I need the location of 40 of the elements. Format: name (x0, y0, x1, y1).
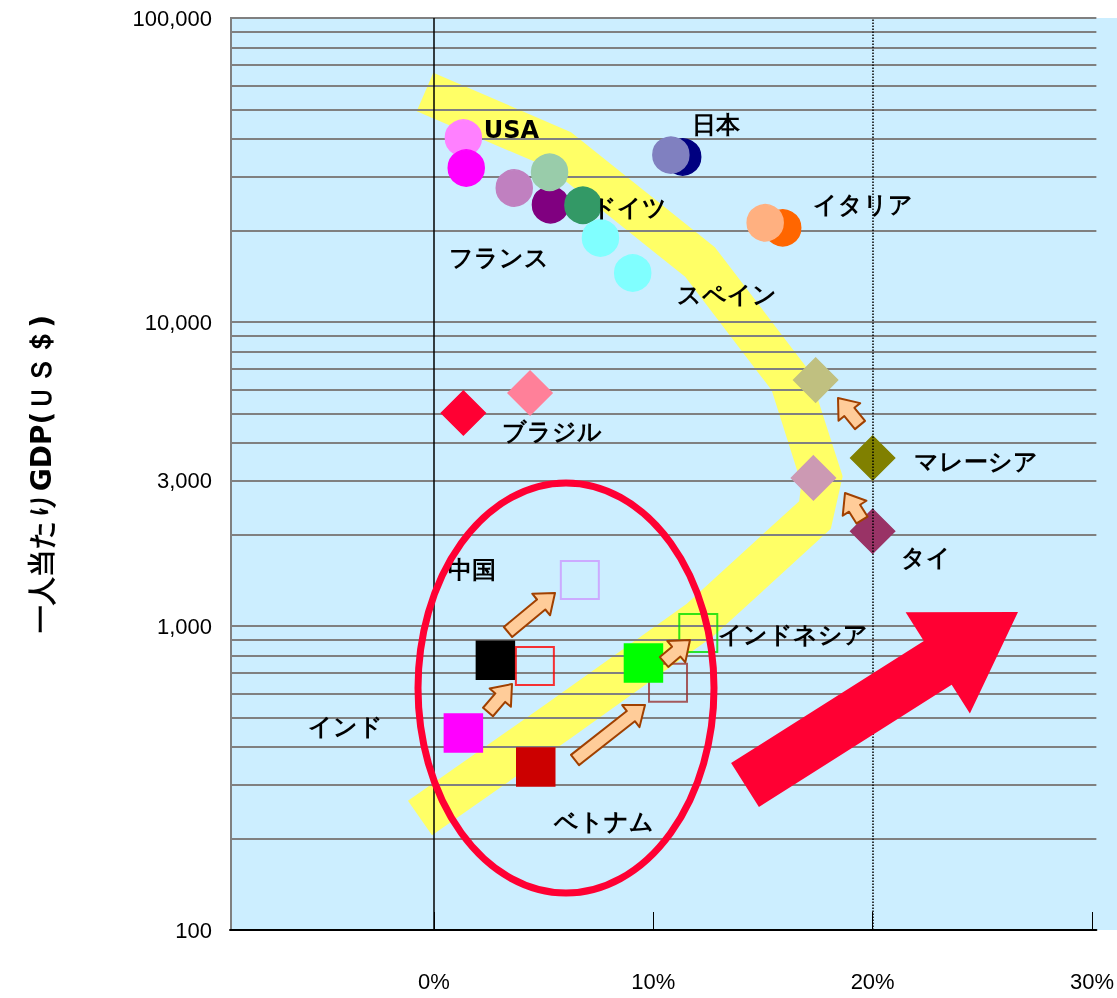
point (849, 508, 896, 554)
point (652, 136, 690, 174)
point (475, 640, 516, 680)
point (530, 153, 569, 191)
point (559, 560, 600, 601)
point (514, 646, 555, 687)
series-label: スペイン (677, 280, 778, 309)
x-tick-label: 10% (631, 968, 676, 994)
x-tick-label: 0% (418, 968, 450, 994)
series-label: ベトナム (552, 807, 654, 836)
series-label: マレーシア (913, 447, 1038, 476)
point (792, 357, 839, 403)
point (746, 204, 784, 242)
series-label: インドネシア (718, 621, 869, 650)
y-tick-label: 3,000 (156, 468, 212, 494)
point (440, 390, 487, 436)
point (849, 435, 896, 481)
y-tick-label: 10,000 (144, 309, 212, 335)
point (516, 747, 556, 787)
series-label: タイ (900, 544, 951, 573)
x-tick-label: 20% (850, 968, 895, 994)
point (790, 455, 837, 501)
point (564, 186, 602, 225)
point (613, 254, 652, 292)
point (581, 219, 620, 257)
point (495, 169, 534, 207)
y-tick-label: 100 (175, 917, 212, 943)
series-label: ブラジル (502, 417, 603, 446)
y-axis-title: 一人当たりGDP(ＵＳ＄) (24, 314, 58, 634)
x-tick-label: 30% (1069, 968, 1115, 994)
point (507, 370, 553, 416)
series-label: 日本 (691, 110, 741, 139)
series-label: USA (483, 115, 540, 144)
series-label: フランス (449, 243, 550, 272)
series-label: イタリア (812, 190, 913, 219)
y-tick-label: 1,000 (156, 613, 212, 639)
point (623, 643, 664, 683)
point (444, 119, 483, 157)
text: インド (307, 712, 383, 741)
y-tick-label: 100,000 (132, 5, 212, 31)
